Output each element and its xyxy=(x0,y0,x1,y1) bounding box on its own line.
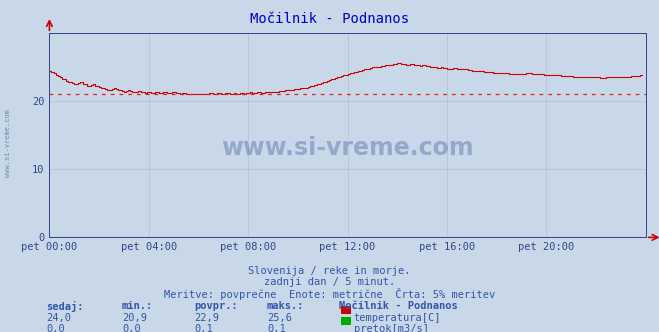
Text: 22,9: 22,9 xyxy=(194,313,219,323)
Text: Močilnik - Podnanos: Močilnik - Podnanos xyxy=(250,12,409,26)
Text: min.:: min.: xyxy=(122,301,153,311)
Text: 20,9: 20,9 xyxy=(122,313,147,323)
Text: 0,1: 0,1 xyxy=(267,324,285,332)
Text: pretok[m3/s]: pretok[m3/s] xyxy=(354,324,429,332)
Text: temperatura[C]: temperatura[C] xyxy=(354,313,442,323)
Text: 0,0: 0,0 xyxy=(122,324,140,332)
Text: povpr.:: povpr.: xyxy=(194,301,238,311)
Text: 24,0: 24,0 xyxy=(46,313,71,323)
Text: zadnji dan / 5 minut.: zadnji dan / 5 minut. xyxy=(264,277,395,287)
Text: Meritve: povprečne  Enote: metrične  Črta: 5% meritev: Meritve: povprečne Enote: metrične Črta:… xyxy=(164,288,495,300)
Text: sedaj:: sedaj: xyxy=(46,301,84,312)
Text: www.si-vreme.com: www.si-vreme.com xyxy=(221,135,474,160)
Text: maks.:: maks.: xyxy=(267,301,304,311)
Text: 0,1: 0,1 xyxy=(194,324,213,332)
Text: Močilnik - Podnanos: Močilnik - Podnanos xyxy=(339,301,458,311)
Text: www.si-vreme.com: www.si-vreme.com xyxy=(5,109,11,177)
Text: 25,6: 25,6 xyxy=(267,313,292,323)
Text: 0,0: 0,0 xyxy=(46,324,65,332)
Text: Slovenija / reke in morje.: Slovenija / reke in morje. xyxy=(248,266,411,276)
